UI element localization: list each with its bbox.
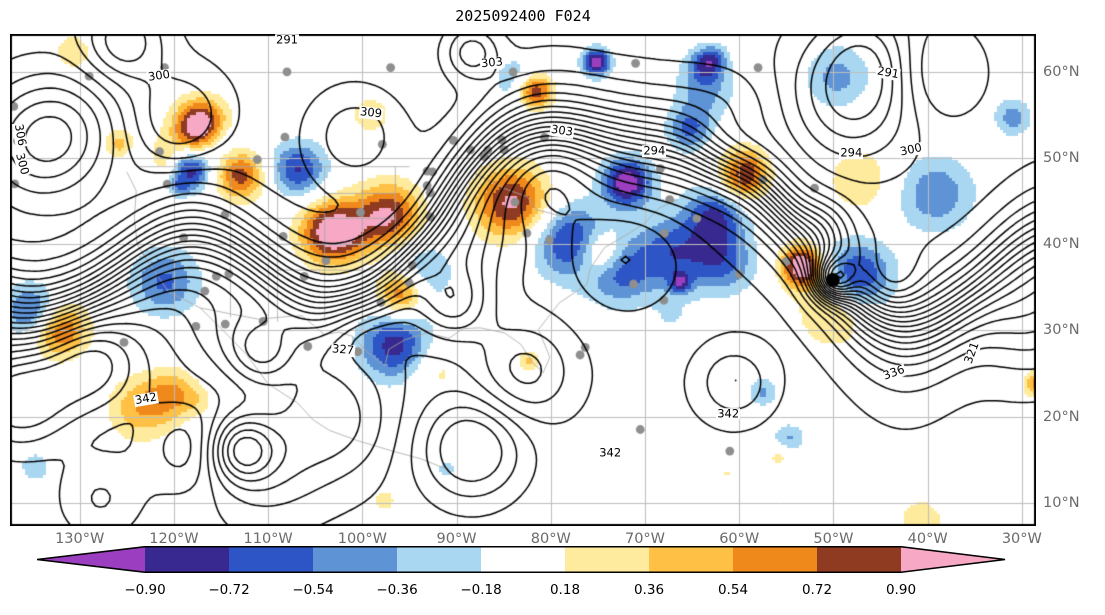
chart-title: 2025092400 F024 — [455, 7, 591, 25]
colorbar-tick-label: −0.90 — [124, 582, 166, 598]
x-tick-label: 130°W — [55, 531, 105, 547]
y-tick-label: 30°N — [1043, 322, 1080, 339]
colorbar-tick-label: −0.18 — [460, 582, 502, 598]
colorbar-tick-label: 0.90 — [885, 582, 917, 598]
colorbar-segment — [313, 546, 397, 573]
colorbar-tick-label: 0.54 — [717, 582, 749, 598]
map-canvas — [10, 34, 1036, 526]
y-tick-label: 10°N — [1043, 494, 1080, 511]
y-tick-label: 20°N — [1043, 408, 1080, 425]
colorbar-tick-label: −0.36 — [376, 582, 418, 598]
x-tick-label: 100°W — [337, 531, 387, 547]
colorbar-segment — [145, 546, 229, 573]
x-axis-tick-labels: 130°W 120°W 110°W 100°W 90°W 80°W 70°W 60°W 50°W… — [10, 531, 1042, 551]
colorbar-tick-label: −0.54 — [292, 582, 334, 598]
y-axis-tick-labels: 10°N 20°N 30°N 40°N 50°N 60°N — [1043, 34, 1103, 526]
colorbar-segment — [649, 546, 733, 573]
colorbar-outline — [37, 546, 1006, 574]
x-tick-label: 90°W — [436, 531, 477, 547]
x-tick-label: 70°W — [624, 531, 666, 547]
colorbar-tick-label: 0.18 — [549, 582, 581, 598]
x-tick-label: 40°W — [907, 531, 948, 547]
y-tick-label: 50°N — [1043, 150, 1080, 167]
colorbar-right-arrow — [901, 546, 1005, 573]
x-tick-label: 120°W — [149, 531, 199, 547]
colorbar: −0.90 −0.72 −0.54 −0.36 −0.18 0.18 0.36 0.54 0.7… — [37, 546, 1007, 610]
colorbar-segment — [481, 546, 565, 573]
colorbar-tick-label: 0.36 — [633, 582, 665, 598]
x-tick-label: 110°W — [243, 531, 293, 547]
y-tick-label: 60°N — [1043, 63, 1080, 80]
colorbar-graphic — [37, 546, 1006, 574]
colorbar-segment — [817, 546, 901, 573]
colorbar-tick-label: −0.72 — [208, 582, 250, 598]
map-plot: 300 291 309 303 303 294 291 294 300 306 300 342 327 3… — [10, 34, 1036, 526]
x-tick-label: 60°W — [719, 531, 760, 547]
x-tick-label: 50°W — [813, 531, 854, 547]
colorbar-segment — [733, 546, 817, 573]
colorbar-tick-label: 0.72 — [801, 582, 833, 598]
x-tick-label: 80°W — [530, 531, 571, 547]
colorbar-segment — [565, 546, 649, 573]
colorbar-segment — [229, 546, 313, 573]
x-tick-label: 30°W — [1001, 531, 1042, 547]
colorbar-segment — [397, 546, 481, 573]
y-tick-label: 40°N — [1043, 236, 1080, 253]
colorbar-left-arrow — [37, 546, 145, 573]
